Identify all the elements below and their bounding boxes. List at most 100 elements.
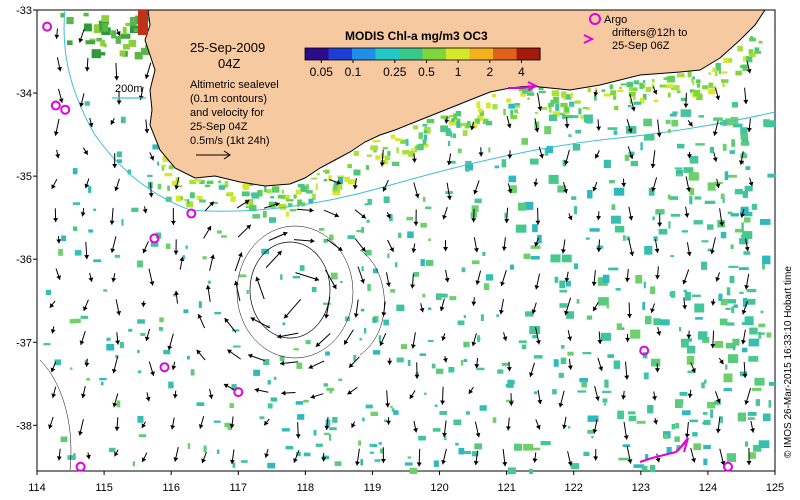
chl-shore-patch [455,111,462,117]
chl-patch [674,167,683,170]
chl-shore-patch [300,186,305,192]
chl-patch [128,328,133,332]
chl-patch [698,331,708,340]
chl-patch [233,345,241,348]
chl-patch [602,398,608,403]
chl-patch [460,360,464,366]
chl-shore-patch [353,169,361,176]
velocity-arrow [51,386,57,399]
velocity-arrow [567,451,573,467]
chl-patch [465,160,472,165]
chl-patch [114,254,120,258]
chl-patch [618,457,629,461]
chl-patch [641,465,648,471]
chl-patch [666,447,672,455]
velocity-arrow [250,317,270,329]
velocity-arrow [263,418,270,426]
chl-patch [695,317,703,320]
chl-shore-patch [651,78,655,83]
chl-patch [390,405,393,409]
chl-patch [465,168,470,172]
velocity-arrow [628,206,634,221]
chl-patch [726,174,737,178]
chl-patch [404,462,413,466]
velocity-arrow [499,299,504,315]
chl-patch [558,372,564,378]
velocity-arrow [626,446,633,464]
chl-patch [127,169,132,175]
colorbar-segment [446,48,471,60]
chl-patch [626,236,630,241]
chl-shore-patch [474,118,480,124]
chl-patch [389,214,393,222]
velocity-arrow [594,385,600,401]
drifters-line-2: 25-Sep 06Z [612,40,670,52]
chl-shore-patch [522,87,528,94]
chl-shore-patch [538,90,546,93]
velocity-arrow [56,57,62,72]
chl-shore-patch [535,111,539,115]
chl-patch [364,327,367,334]
chl-shore-patch [680,97,687,101]
velocity-arrow [265,250,283,268]
chl-patch [418,435,426,441]
chl-patch [746,298,756,305]
chl-shore-patch [206,180,214,185]
colorbar-segment [305,48,330,60]
chl-shore-patch [224,180,229,188]
chl-patch [199,199,206,203]
chl-patch [372,350,381,355]
chl-patch [427,307,432,311]
velocity-arrow [82,147,89,155]
chl-patch [707,224,714,230]
chl-shore-patch [324,169,330,174]
velocity-arrow [746,447,752,466]
velocity-arrow [144,62,152,79]
y-tick-label: -37 [16,337,32,349]
velocity-arrow [208,388,214,400]
chl-patch [630,160,639,167]
chl-patch [614,225,625,233]
x-tick-label: 124 [699,482,717,494]
chl-patch [383,319,389,326]
chl-patch [633,464,645,468]
chl-patch [504,212,507,218]
chl-patch [733,345,736,351]
chl-shore-patch [687,71,692,77]
chl-shore-patch [514,104,520,108]
chl-patch [400,344,407,350]
chl-patch [501,159,507,168]
chl-shore-patch [297,199,302,206]
chl-patch [267,379,271,385]
chl-patch [106,344,115,351]
chl-patch [751,387,762,391]
chl-patch [733,304,738,308]
chl-shore-patch [186,199,190,204]
chl-patch [384,419,388,422]
chl-patch [553,359,559,367]
velocity-arrow [501,237,507,251]
chl-shore-patch [562,114,566,120]
chl-shore-patch [748,49,754,54]
colorbar-tick-label: 0.05 [310,65,334,79]
velocity-arrow [224,317,237,333]
chl-patch [477,335,480,343]
velocity-arrow [537,93,543,111]
velocity-arrow [625,333,631,342]
velocity-arrow [310,393,324,399]
colorbar-tick-label: 0.1 [345,65,362,79]
chl-patch [728,265,739,268]
chl-patch [425,260,434,266]
colorbar-segment [493,48,518,60]
velocity-arrow [656,119,662,138]
chl-patch [323,302,331,305]
chl-patch [457,148,462,153]
chl-patch [587,190,593,199]
chl-patch [165,243,171,249]
velocity-arrow [440,386,446,405]
velocity-arrow [715,416,721,434]
chl-patch [398,232,402,239]
chl-shore-patch [211,201,218,204]
chl-patch [60,436,68,443]
velocity-arrow [558,390,565,408]
